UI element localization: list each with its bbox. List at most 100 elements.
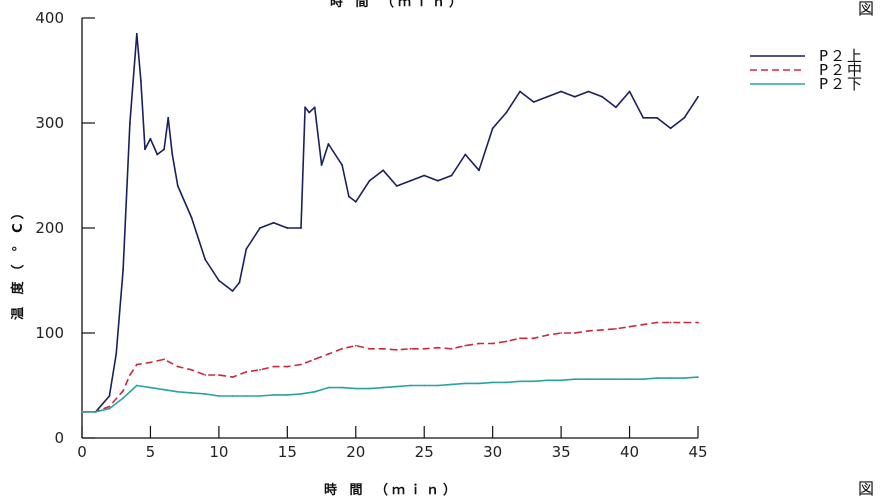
series-1-point <box>218 279 220 282</box>
series-2-point <box>615 327 617 330</box>
x-tick-label: 10 <box>209 443 228 461</box>
series-3-point <box>587 378 590 381</box>
series-1-point <box>464 153 467 156</box>
series-1-point <box>491 127 494 130</box>
series-line-3 <box>82 376 699 413</box>
series-3-point <box>532 380 535 383</box>
series-3-point <box>259 395 261 397</box>
series-line-1 <box>82 32 699 413</box>
series-3-point <box>176 390 179 393</box>
x-tick-label: 35 <box>552 443 571 461</box>
series-3-point <box>245 395 248 397</box>
series-1-point <box>176 185 179 187</box>
series-2-point <box>587 330 590 332</box>
y-tick-label: 100 <box>35 324 64 342</box>
series-1-point <box>587 90 590 93</box>
series-layer <box>81 32 699 413</box>
series-2-point <box>341 347 343 350</box>
series-3-point <box>601 378 604 381</box>
series-3-point <box>108 407 111 410</box>
series-3-point <box>94 410 97 413</box>
x-axis-label: 時 間 （ｍｉｎ） <box>324 482 460 498</box>
series-1-point <box>308 111 311 114</box>
series-2-point <box>669 321 672 324</box>
series-3-point <box>656 377 658 379</box>
series-2-point <box>149 361 152 364</box>
series-3-point <box>313 390 316 393</box>
series-3-point <box>697 376 699 378</box>
series-2-point <box>697 321 699 324</box>
series-1-point <box>320 164 323 166</box>
series-2-point <box>573 332 576 334</box>
y-axis-label: 温 度（ ° C） <box>10 202 26 320</box>
series-2-point <box>163 358 166 361</box>
series-1-point <box>144 148 146 151</box>
series-1-point <box>286 227 289 229</box>
series-1-point <box>259 227 261 229</box>
series-3-point <box>272 394 275 396</box>
series-2-point <box>532 337 535 340</box>
series-1-point <box>409 179 412 182</box>
series-3-point <box>190 392 193 394</box>
series-2-point <box>628 325 631 328</box>
series-1-point <box>615 106 617 109</box>
series-3-point <box>478 382 480 385</box>
series-1-point <box>304 106 306 109</box>
series-1-point <box>437 179 439 182</box>
series-2-point <box>423 347 426 350</box>
series-2-point <box>601 329 604 331</box>
y-tick-label: 400 <box>35 9 64 27</box>
series-1-point <box>167 116 170 119</box>
series-1-point <box>450 174 453 177</box>
series-3-point <box>354 387 357 390</box>
series-2-point <box>464 344 467 347</box>
corner-label-bottom: 図 <box>858 479 874 498</box>
series-2-point <box>354 344 357 347</box>
series-3-point <box>135 384 138 387</box>
series-1-point <box>149 137 152 140</box>
series-2-point <box>300 363 302 366</box>
series-3-point <box>382 386 385 389</box>
x-tick-label: 45 <box>688 443 707 461</box>
series-2-point <box>382 347 385 350</box>
series-1-point <box>601 95 604 98</box>
series-3-point <box>669 377 672 379</box>
y-tick-label: 200 <box>35 219 64 237</box>
series-1-point <box>156 153 159 156</box>
series-1-point <box>272 221 275 224</box>
series-1-point <box>628 90 631 93</box>
series-1-point <box>115 353 118 355</box>
series-2-point <box>313 358 316 361</box>
series-3-point <box>163 388 166 391</box>
axes: 0 100 200 300 400 0 5 10 15 20 25 30 35 40 45 <box>35 9 707 461</box>
corner-label-top: 図 <box>858 0 874 18</box>
series-3-point <box>642 378 645 381</box>
top-caption: 時 間 （ｍｉｎ） <box>330 0 466 10</box>
series-3-point <box>573 378 576 381</box>
series-3-point <box>341 386 343 389</box>
series-1-point <box>656 116 658 119</box>
series-2-point <box>437 346 439 349</box>
series-3-point <box>204 393 207 395</box>
x-tick-label: 20 <box>346 443 365 461</box>
series-3-point <box>122 397 124 399</box>
x-tick-label: 25 <box>415 443 434 461</box>
series-2-point <box>286 365 289 368</box>
legend-label-1: P２上 <box>819 47 864 65</box>
series-2-point <box>409 347 412 350</box>
series-3-point <box>327 386 330 389</box>
series-3-point <box>519 380 521 383</box>
series-3-point <box>149 386 152 389</box>
series-1-point <box>354 200 357 203</box>
legend-label-2: P２中 <box>819 61 864 79</box>
series-3-point <box>409 384 412 387</box>
series-1-point <box>135 32 138 35</box>
series-1-point <box>423 174 426 177</box>
series-1-point <box>190 216 193 219</box>
series-3-point <box>300 393 302 395</box>
series-1-point <box>560 90 562 93</box>
series-1-point <box>245 248 248 250</box>
series-2-point <box>129 374 131 376</box>
